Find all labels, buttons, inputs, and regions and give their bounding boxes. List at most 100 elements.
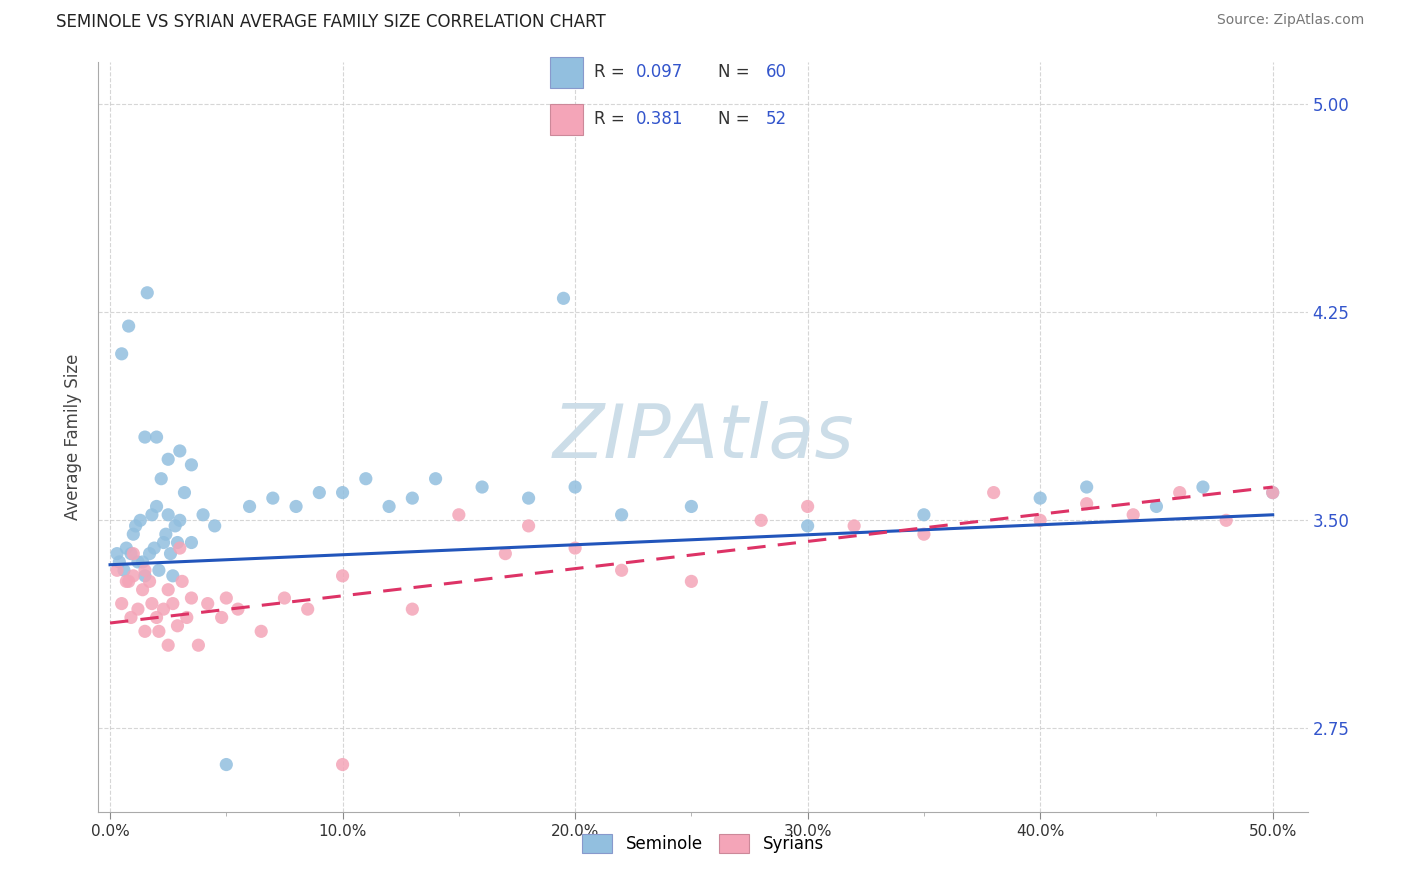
Point xyxy=(134,430,156,444)
Point xyxy=(180,591,202,605)
Text: SEMINOLE VS SYRIAN AVERAGE FAMILY SIZE CORRELATION CHART: SEMINOLE VS SYRIAN AVERAGE FAMILY SIZE C… xyxy=(56,13,606,31)
Point xyxy=(111,347,134,361)
Point xyxy=(215,757,238,772)
Point xyxy=(211,610,233,624)
Point xyxy=(796,500,818,514)
Point xyxy=(134,624,156,639)
Point xyxy=(401,491,423,505)
Point xyxy=(122,527,145,541)
Point xyxy=(796,519,818,533)
Y-axis label: Average Family Size: Average Family Size xyxy=(65,354,83,520)
Point xyxy=(159,547,181,561)
Point xyxy=(172,574,194,589)
Point xyxy=(145,430,167,444)
Point xyxy=(150,472,173,486)
Point xyxy=(134,563,156,577)
Point xyxy=(378,500,401,514)
Text: 60: 60 xyxy=(766,63,787,81)
Point xyxy=(122,569,145,583)
Point xyxy=(332,757,354,772)
Point xyxy=(105,563,128,577)
Point xyxy=(564,541,586,555)
Point xyxy=(1076,497,1098,511)
Point xyxy=(191,508,214,522)
Point xyxy=(285,500,308,514)
Point xyxy=(517,519,540,533)
Point xyxy=(111,597,134,611)
Point xyxy=(145,610,167,624)
Point xyxy=(610,508,633,522)
Point xyxy=(749,513,772,527)
Point xyxy=(118,319,141,334)
Point xyxy=(118,574,141,589)
Point xyxy=(308,485,330,500)
Point xyxy=(120,547,142,561)
Point xyxy=(157,638,180,652)
Point xyxy=(122,547,145,561)
Point xyxy=(166,619,188,633)
Point xyxy=(912,527,935,541)
Point xyxy=(912,508,935,522)
Text: ZIPAtlas: ZIPAtlas xyxy=(553,401,853,473)
Point xyxy=(141,508,163,522)
Point xyxy=(187,638,209,652)
Point xyxy=(250,624,273,639)
Point xyxy=(226,602,249,616)
Point xyxy=(131,582,153,597)
Point xyxy=(1215,513,1237,527)
Point xyxy=(155,527,177,541)
Text: 52: 52 xyxy=(766,111,787,128)
Point xyxy=(131,555,153,569)
Point xyxy=(425,472,447,486)
Text: 0.097: 0.097 xyxy=(636,63,683,81)
Bar xyxy=(550,57,582,87)
Point xyxy=(145,500,167,514)
Point xyxy=(844,519,866,533)
Point xyxy=(127,602,149,616)
Point xyxy=(115,541,138,555)
Point xyxy=(157,508,180,522)
Point xyxy=(162,597,184,611)
Point xyxy=(120,610,142,624)
Point xyxy=(553,291,575,305)
Point xyxy=(169,541,191,555)
Text: N =: N = xyxy=(718,111,755,128)
Point xyxy=(681,500,703,514)
Point xyxy=(471,480,494,494)
Point xyxy=(108,555,131,569)
Point xyxy=(138,547,160,561)
Point xyxy=(141,597,163,611)
Point xyxy=(1122,508,1144,522)
Text: 0.381: 0.381 xyxy=(636,111,683,128)
Point xyxy=(105,547,128,561)
Point xyxy=(1192,480,1215,494)
Point xyxy=(169,513,191,527)
Point xyxy=(157,582,180,597)
Point xyxy=(173,485,195,500)
Point xyxy=(197,597,219,611)
Point xyxy=(148,624,170,639)
Point xyxy=(401,602,423,616)
Point xyxy=(273,591,295,605)
Point xyxy=(262,491,284,505)
Point xyxy=(332,485,354,500)
Point xyxy=(166,535,188,549)
Point xyxy=(169,444,191,458)
Text: R =: R = xyxy=(595,63,630,81)
Point xyxy=(138,574,160,589)
Text: N =: N = xyxy=(718,63,755,81)
Point xyxy=(297,602,319,616)
Point xyxy=(1261,485,1284,500)
Point xyxy=(115,574,138,589)
Legend: Seminole, Syrians: Seminole, Syrians xyxy=(575,827,831,860)
Point xyxy=(162,569,184,583)
Point xyxy=(127,555,149,569)
Text: Source: ZipAtlas.com: Source: ZipAtlas.com xyxy=(1216,13,1364,28)
Point xyxy=(134,569,156,583)
Point xyxy=(447,508,470,522)
Point xyxy=(354,472,377,486)
Bar xyxy=(550,104,582,135)
Point xyxy=(124,519,146,533)
Point xyxy=(239,500,262,514)
Point xyxy=(129,513,152,527)
